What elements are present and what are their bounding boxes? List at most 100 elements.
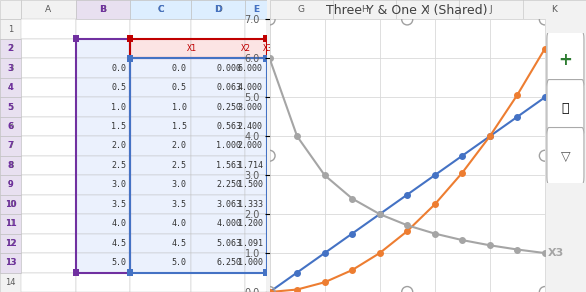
Bar [130, 39, 267, 58]
Text: 5.0: 5.0 [172, 258, 187, 267]
Text: 1.5: 1.5 [111, 122, 127, 131]
Text: 🖌: 🖌 [562, 102, 569, 114]
Bar [130, 0, 191, 20]
Text: 1: 1 [8, 25, 13, 34]
Bar [21, 20, 76, 39]
Text: D: D [214, 5, 222, 14]
Bar [130, 253, 191, 272]
Text: 3.5: 3.5 [172, 200, 187, 209]
Bar [0, 214, 21, 234]
Text: 0.563: 0.563 [216, 122, 241, 131]
Text: 6.250: 6.250 [216, 258, 241, 267]
Text: 1.000: 1.000 [216, 142, 241, 150]
Bar [264, 55, 270, 62]
Text: 2.400: 2.400 [238, 122, 263, 131]
Text: 2: 2 [8, 44, 13, 53]
Text: 1.5: 1.5 [172, 122, 187, 131]
Bar [21, 253, 76, 272]
Bar [21, 97, 76, 117]
Text: A: A [46, 5, 52, 14]
Text: B: B [100, 5, 106, 14]
Text: 3.5: 3.5 [111, 200, 127, 209]
Bar [0, 253, 21, 272]
Bar [76, 58, 130, 78]
Text: 2.5: 2.5 [172, 161, 187, 170]
Text: D: D [214, 5, 222, 14]
Bar [191, 58, 246, 78]
Text: 1.333: 1.333 [238, 200, 263, 209]
Bar [21, 234, 76, 253]
Bar [21, 214, 76, 234]
Text: H: H [361, 5, 368, 14]
Text: 3.0: 3.0 [111, 180, 127, 190]
Text: 4: 4 [8, 83, 13, 92]
Bar [76, 214, 130, 234]
Bar [76, 0, 130, 20]
Bar [21, 156, 76, 175]
Text: 11: 11 [5, 219, 16, 228]
Text: X2: X2 [241, 44, 251, 53]
Text: K: K [551, 5, 557, 14]
Text: 1.714: 1.714 [238, 161, 263, 170]
Bar [21, 195, 76, 214]
Bar [76, 78, 130, 97]
Text: 4.5: 4.5 [111, 239, 127, 248]
Bar [76, 272, 130, 292]
Bar [130, 234, 191, 253]
Text: 11: 11 [5, 219, 16, 228]
Bar [76, 39, 130, 272]
Text: 12: 12 [5, 239, 16, 248]
Bar [76, 156, 130, 175]
Text: 1.200: 1.200 [238, 219, 263, 228]
Bar [130, 78, 191, 97]
Bar [76, 0, 130, 20]
Bar [246, 175, 267, 195]
Text: 3.0: 3.0 [172, 180, 187, 190]
Text: 1.500: 1.500 [238, 180, 263, 190]
FancyBboxPatch shape [547, 128, 584, 185]
Text: 5: 5 [8, 102, 13, 112]
Bar [0, 214, 21, 234]
Bar [246, 0, 267, 20]
Bar [76, 195, 130, 214]
Text: 4.000: 4.000 [238, 83, 263, 92]
Text: 2.0: 2.0 [111, 142, 127, 150]
Bar [0, 39, 21, 58]
Bar [76, 39, 130, 58]
Text: 2.250: 2.250 [216, 180, 241, 190]
Bar [0, 195, 21, 214]
Bar [130, 58, 267, 272]
Bar [76, 175, 130, 195]
Bar [264, 35, 270, 42]
Text: 6.000: 6.000 [238, 64, 263, 73]
Text: X2: X2 [547, 44, 564, 54]
Text: 12: 12 [5, 239, 16, 248]
Bar [130, 97, 191, 117]
Bar [191, 156, 246, 175]
Text: 14: 14 [5, 278, 16, 287]
Text: 7: 7 [8, 142, 13, 150]
Text: 4.0: 4.0 [172, 219, 187, 228]
Bar [21, 39, 76, 58]
Text: 1.0: 1.0 [172, 102, 187, 112]
Text: I: I [427, 5, 429, 14]
Text: 6: 6 [8, 122, 13, 131]
Bar [130, 20, 191, 39]
Bar [0, 0, 21, 20]
Bar [264, 55, 270, 62]
Bar [0, 234, 21, 253]
Text: X3: X3 [263, 44, 272, 53]
Text: 13: 13 [5, 258, 16, 267]
Text: 0.063: 0.063 [216, 83, 241, 92]
Bar [191, 0, 246, 20]
Bar [264, 269, 270, 276]
Bar [130, 117, 191, 136]
Text: 10: 10 [5, 200, 16, 209]
Bar [127, 55, 134, 62]
Text: B: B [100, 5, 107, 14]
Bar [246, 272, 267, 292]
Bar [246, 39, 267, 58]
Bar [130, 58, 191, 78]
Text: 4: 4 [8, 83, 13, 92]
Bar [130, 136, 191, 156]
